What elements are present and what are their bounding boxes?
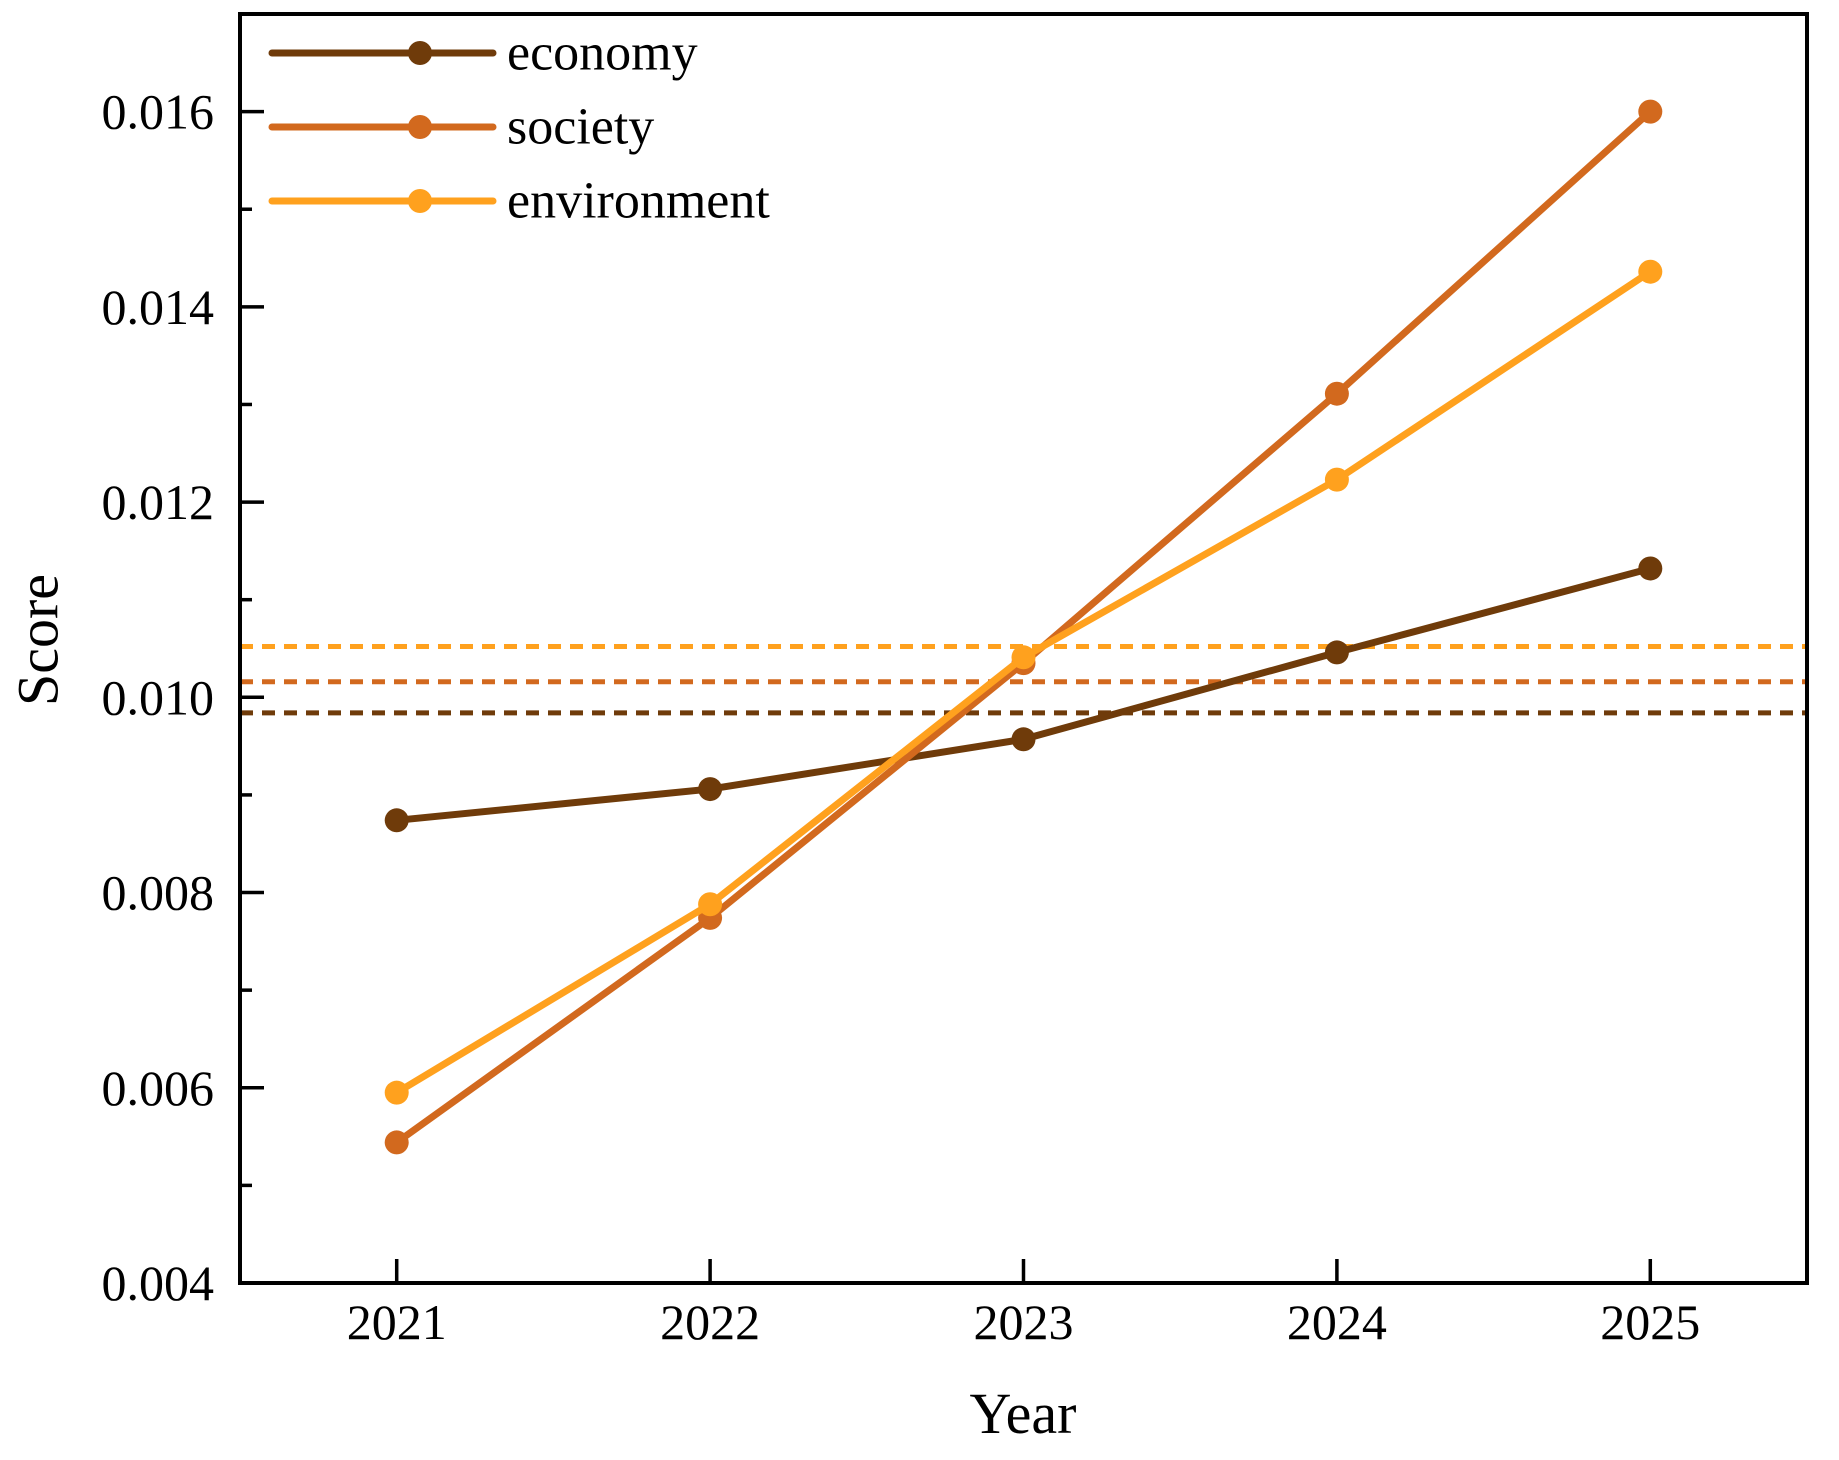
data-point-economy-2023 xyxy=(1011,727,1036,752)
series-line-economy xyxy=(393,564,1654,824)
y-tick-label: 0.004 xyxy=(102,1255,215,1311)
data-point-society-2025 xyxy=(1638,99,1663,124)
y-tick-label: 0.014 xyxy=(102,279,215,335)
data-point-environment-2021 xyxy=(384,1080,409,1105)
data-point-environment-2022 xyxy=(698,892,723,917)
y-tick-label: 0.008 xyxy=(102,865,215,921)
data-point-economy-2024 xyxy=(1324,640,1349,665)
x-tick-label: 2023 xyxy=(974,1294,1074,1350)
legend-label-economy: economy xyxy=(507,25,698,82)
data-point-economy-2025 xyxy=(1638,556,1663,581)
legend-label-environment: environment xyxy=(507,173,770,230)
x-tick-label: 2025 xyxy=(1600,1294,1700,1350)
data-point-environment-2025 xyxy=(1638,259,1663,284)
y-tick-label: 0.016 xyxy=(102,84,215,140)
data-point-economy-2021 xyxy=(384,808,409,833)
legend-marker-society xyxy=(408,115,432,139)
y-tick-label: 0.010 xyxy=(102,669,215,725)
y-tick-label: 0.012 xyxy=(102,474,215,530)
data-point-environment-2024 xyxy=(1324,467,1349,492)
data-point-economy-2022 xyxy=(698,777,723,802)
x-axis-title: Year xyxy=(969,1381,1077,1446)
legend-label-society: society xyxy=(507,99,654,156)
y-tick-label: 0.006 xyxy=(102,1060,215,1116)
legend-marker-economy xyxy=(408,41,432,65)
data-point-environment-2023 xyxy=(1011,645,1036,670)
x-tick-label: 2022 xyxy=(660,1294,760,1350)
series-line-society xyxy=(393,108,1654,1146)
legend-marker-environment xyxy=(408,189,432,213)
x-tick-label: 2024 xyxy=(1287,1294,1387,1350)
data-point-society-2024 xyxy=(1324,381,1349,406)
x-tick-label: 2021 xyxy=(347,1294,447,1350)
data-point-society-2021 xyxy=(384,1130,409,1155)
y-axis-title: Score xyxy=(5,573,71,707)
